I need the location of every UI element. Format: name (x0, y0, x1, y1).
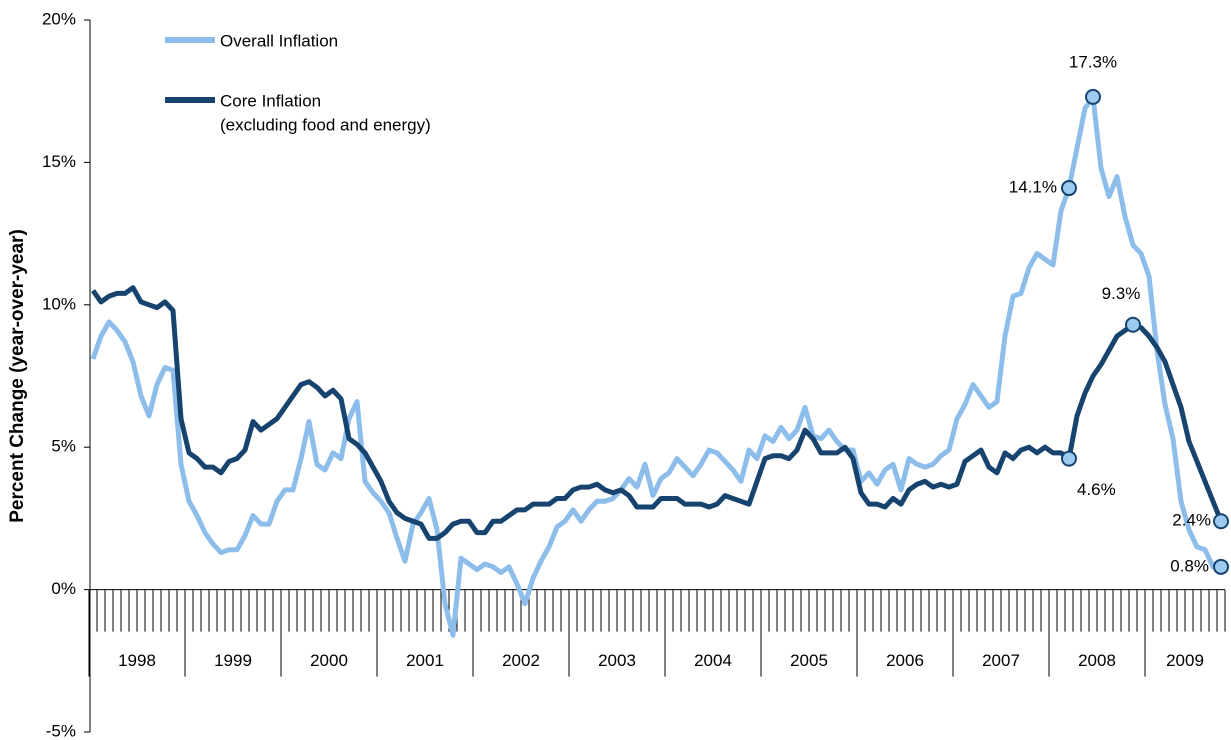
data-label: 14.1% (1009, 178, 1057, 197)
series-line (90, 94, 1221, 638)
y-tick-label: -5% (46, 721, 76, 740)
year-label: 2009 (1166, 651, 1204, 670)
y-axis-label: Percent Change (year-over-year) (7, 229, 28, 523)
year-label: 2000 (310, 651, 348, 670)
year-label: 2004 (694, 651, 732, 670)
point-marker (1061, 450, 1077, 467)
y-tick-label: 15% (42, 152, 76, 171)
year-label: 2001 (406, 651, 444, 670)
year-label: 2005 (790, 651, 828, 670)
y-tick-label: 10% (42, 294, 76, 313)
data-label: 4.6% (1077, 480, 1116, 499)
point-marker (1085, 88, 1101, 105)
year-label: 2002 (502, 651, 540, 670)
data-label: 17.3% (1069, 52, 1117, 71)
point-marker (1213, 513, 1229, 530)
point-marker (1125, 316, 1141, 333)
y-tick-label: 0% (51, 579, 76, 598)
year-label: 2007 (982, 651, 1020, 670)
data-label: 2.4% (1172, 511, 1211, 530)
legend-note: (excluding food and energy) (220, 115, 431, 134)
year-label: 2003 (598, 651, 636, 670)
data-label: 9.3% (1102, 284, 1141, 303)
y-tick-label: 20% (42, 9, 76, 28)
point-marker (1061, 180, 1077, 197)
data-label: 0.8% (1170, 556, 1209, 575)
year-label: 1998 (118, 651, 156, 670)
year-label: 2006 (886, 651, 924, 670)
year-label: 2008 (1078, 651, 1116, 670)
legend-label: Overall Inflation (220, 31, 338, 50)
year-label: 1999 (214, 651, 252, 670)
y-tick-label: 5% (51, 437, 76, 456)
legend-label: Core Inflation (220, 91, 321, 110)
series-line (90, 285, 1224, 541)
point-marker (1213, 558, 1229, 575)
